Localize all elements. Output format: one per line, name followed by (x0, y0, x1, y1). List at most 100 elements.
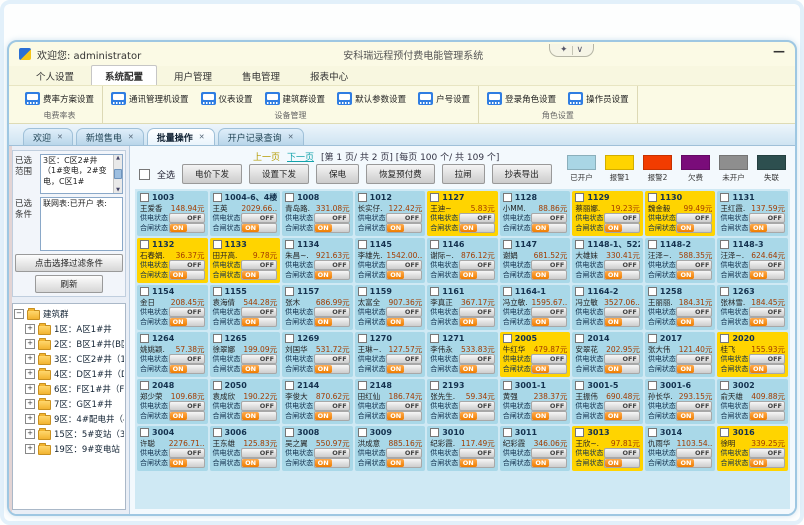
supply-status-toggle[interactable]: OFF (676, 307, 713, 317)
breaker-status-toggle[interactable]: ON (749, 317, 785, 327)
breaker-status-toggle[interactable]: ON (749, 364, 785, 374)
tree-item[interactable]: +4区：D区1#井（D区 (25, 368, 124, 380)
breaker-status-toggle[interactable]: ON (676, 317, 713, 327)
supply-status-toggle[interactable]: OFF (313, 401, 350, 411)
meter-card-1132[interactable]: 1132 石春娟. 36.37元 供电状态 OFF 合闸状态 ON (137, 238, 208, 283)
supply-status-toggle[interactable]: OFF (603, 307, 640, 317)
breaker-status-toggle[interactable]: ON (603, 317, 640, 327)
card-checkbox[interactable] (720, 287, 730, 296)
action-button-设置下发[interactable]: 设置下发 (249, 164, 310, 184)
ribbon-button-费率方案设置[interactable]: 费率方案设置 (25, 92, 94, 105)
expand-icon[interactable]: + (25, 414, 35, 424)
card-checkbox[interactable] (212, 334, 222, 343)
breaker-status-toggle[interactable]: ON (531, 223, 568, 233)
supply-status-toggle[interactable]: OFF (676, 260, 713, 270)
close-icon[interactable]: ✕ (198, 133, 205, 141)
supply-status-toggle[interactable]: OFF (749, 448, 785, 458)
meter-card-3010[interactable]: 3010 纪彩霞. 117.49元 供电状态 OFF 合闸状态 ON (427, 426, 498, 471)
breaker-status-toggle[interactable]: ON (168, 223, 205, 233)
supply-status-toggle[interactable]: OFF (168, 213, 205, 223)
supply-status-toggle[interactable]: OFF (603, 213, 640, 223)
meter-card-1148-1、522[interactable]: 1148-1、522 大雄妹 330.41元 供电状态 OFF 合闸状态 ON (572, 238, 643, 283)
ribbon-button-通讯管理机设置[interactable]: 通讯管理机设置 (111, 92, 189, 105)
card-checkbox[interactable] (502, 334, 512, 343)
breaker-status-toggle[interactable]: ON (749, 411, 785, 421)
expand-icon[interactable]: + (25, 399, 35, 409)
expand-icon[interactable]: + (25, 444, 35, 454)
supply-status-toggle[interactable]: OFF (749, 401, 785, 411)
card-checkbox[interactable] (430, 428, 440, 437)
tree-item[interactable]: +1区：A区1#井 (25, 323, 124, 335)
meter-card-3008[interactable]: 3008 吴之翼 550.97元 供电状态 OFF 合闸状态 ON (282, 426, 353, 471)
supply-status-toggle[interactable]: OFF (749, 260, 785, 270)
card-checkbox[interactable] (502, 193, 512, 202)
meter-card-1269[interactable]: 1269 刘国华 531.72元 供电状态 OFF 合闸状态 ON (282, 332, 353, 377)
meter-card-1148-2[interactable]: 1148-2 汪泽~. 588.35元 供电状态 OFF 合闸状态 ON (644, 238, 716, 283)
breaker-status-toggle[interactable]: ON (313, 317, 350, 327)
supply-status-toggle[interactable]: OFF (531, 448, 568, 458)
card-checkbox[interactable] (430, 193, 440, 202)
expand-icon[interactable]: + (25, 339, 35, 349)
supply-status-toggle[interactable]: OFF (531, 401, 568, 411)
breaker-status-toggle[interactable]: ON (749, 270, 785, 280)
breaker-status-toggle[interactable]: ON (603, 223, 640, 233)
scroll-up-icon[interactable]: ▲ (116, 155, 120, 161)
card-checkbox[interactable] (502, 428, 512, 437)
breaker-status-toggle[interactable]: ON (313, 364, 350, 374)
action-button-电价下发[interactable]: 电价下发 (182, 164, 243, 184)
meter-card-1161[interactable]: 1161 李真正 367.17元 供电状态 OFF 合闸状态 ON (427, 285, 498, 330)
doc-tab-开户记录查询[interactable]: 开户记录查询 ✕ (217, 128, 304, 145)
action-button-保电[interactable]: 保电 (316, 164, 360, 184)
supply-status-toggle[interactable]: OFF (168, 307, 205, 317)
meter-card-2144[interactable]: 2144 李俊大 870.62元 供电状态 OFF 合闸状态 ON (282, 379, 353, 424)
meter-card-1127[interactable]: 1127 王迪~ 5.83元 供电状态 OFF 合闸状态 ON (427, 191, 498, 236)
meter-card-1129[interactable]: 1129 蔡丽娜. 19.23元 供电状态 OFF 合闸状态 ON (572, 191, 643, 236)
supply-status-toggle[interactable]: OFF (749, 307, 785, 317)
supply-status-toggle[interactable]: OFF (531, 260, 568, 270)
supply-status-toggle[interactable]: OFF (749, 213, 785, 223)
supply-status-toggle[interactable]: OFF (241, 354, 278, 364)
ribbon-button-建筑群设置[interactable]: 建筑群设置 (264, 92, 325, 105)
supply-status-toggle[interactable]: OFF (241, 260, 278, 270)
doc-tab-欢迎[interactable]: 欢迎 ✕ (23, 128, 73, 145)
card-checkbox[interactable] (720, 240, 730, 249)
meter-card-3001-5[interactable]: 3001-5 王振伟 690.48元 供电状态 OFF 合闸状态 ON (572, 379, 643, 424)
breaker-status-toggle[interactable]: ON (458, 411, 495, 421)
prev-page-link[interactable]: 上一页 (253, 152, 281, 163)
action-button-恢复预付费[interactable]: 恢复预付费 (366, 164, 435, 184)
meter-card-3004[interactable]: 3004 许聪 2276.71.. 供电状态 OFF 合闸状态 ON (137, 426, 208, 471)
close-icon[interactable]: ✕ (57, 133, 63, 141)
meter-card-2017[interactable]: 2017 张大伟 121.40元 供电状态 OFF 合闸状态 ON (644, 332, 716, 377)
supply-status-toggle[interactable]: OFF (603, 448, 640, 458)
breaker-status-toggle[interactable]: ON (386, 270, 423, 280)
supply-status-toggle[interactable]: OFF (168, 401, 205, 411)
selected-condition-box[interactable]: 联网表:已开户 表: (40, 197, 123, 251)
card-checkbox[interactable] (140, 334, 149, 343)
breaker-status-toggle[interactable]: ON (313, 223, 350, 233)
ribbon-button-默认参数设置[interactable]: 默认参数设置 (337, 92, 406, 105)
card-checkbox[interactable] (647, 193, 657, 202)
collapse-icon[interactable]: − (14, 309, 24, 319)
scrollbar[interactable]: ▲ ▼ (113, 155, 122, 193)
meter-card-2193[interactable]: 2193 张先生. 59.34元 供电状态 OFF 合闸状态 ON (427, 379, 498, 424)
tree-item[interactable]: +3区：C区2#井（1#变 (25, 353, 124, 365)
meter-card-1012[interactable]: 1012 长实仔. 122.42元 供电状态 OFF 合闸状态 ON (354, 191, 426, 236)
expand-icon[interactable]: + (25, 324, 35, 334)
card-checkbox[interactable] (140, 193, 149, 202)
breaker-status-toggle[interactable]: ON (386, 411, 423, 421)
ribbon-button-操作员设置[interactable]: 操作员设置 (568, 92, 629, 105)
breaker-status-toggle[interactable]: ON (168, 270, 205, 280)
meter-card-1164-2[interactable]: 1164-2 冯立敏 3527.06.. 供电状态 OFF 合闸状态 ON (572, 285, 643, 330)
supply-status-toggle[interactable]: OFF (531, 354, 568, 364)
tree-item[interactable]: +6区：F区1#井（F区1 (25, 383, 124, 395)
card-checkbox[interactable] (720, 381, 730, 390)
card-checkbox[interactable] (720, 334, 730, 343)
select-all-checkbox[interactable] (139, 168, 150, 180)
card-checkbox[interactable] (285, 428, 295, 437)
breaker-status-toggle[interactable]: ON (676, 223, 713, 233)
breaker-status-toggle[interactable]: ON (603, 411, 640, 421)
supply-status-toggle[interactable]: OFF (313, 354, 350, 364)
supply-status-toggle[interactable]: OFF (676, 213, 713, 223)
supply-status-toggle[interactable]: OFF (531, 213, 568, 223)
next-page-link[interactable]: 下一页 (287, 152, 315, 163)
